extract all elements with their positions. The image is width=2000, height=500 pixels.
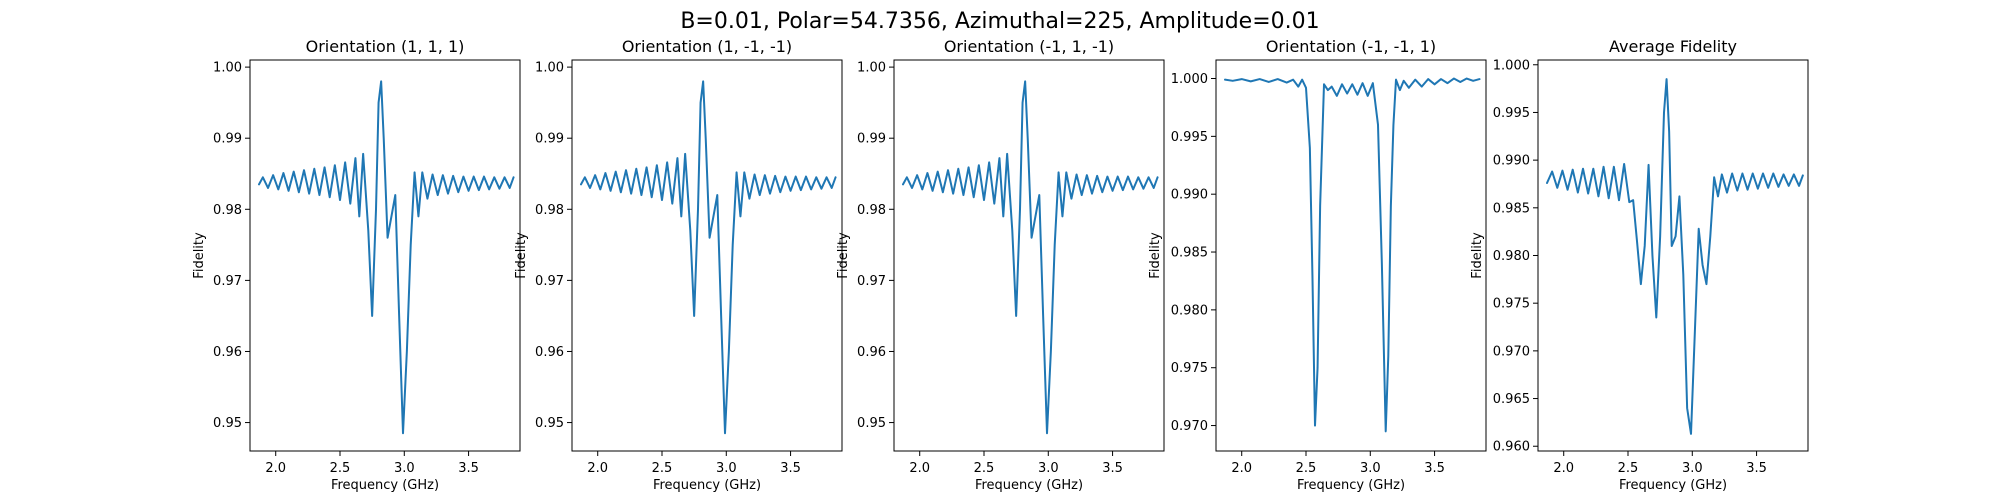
x-tick-label: 3.5 bbox=[1746, 461, 1767, 476]
x-tick-label: 2.5 bbox=[1296, 461, 1317, 476]
subplot-title: Orientation (-1, -1, 1) bbox=[1266, 37, 1436, 56]
x-tick-label: 2.0 bbox=[1553, 461, 1574, 476]
x-tick-label: 3.5 bbox=[1102, 461, 1123, 476]
subplot-title: Orientation (1, 1, 1) bbox=[306, 37, 465, 56]
fidelity-line bbox=[1546, 78, 1804, 435]
subplot-title: Orientation (1, -1, -1) bbox=[622, 37, 792, 56]
x-tick-label: 2.5 bbox=[652, 461, 673, 476]
axes-frame bbox=[1215, 59, 1487, 452]
y-tick-label: 0.965 bbox=[1493, 392, 1530, 407]
subplot-3: Orientation (-1, 1, -1) Frequency (GHz) … bbox=[836, 37, 1165, 493]
x-tick-label: 3.0 bbox=[1360, 461, 1381, 476]
y-tick-label: 0.975 bbox=[1171, 361, 1208, 376]
x-tick-label: 3.0 bbox=[1038, 461, 1059, 476]
x-tick-label: 2.0 bbox=[909, 461, 930, 476]
y-tick-label: 0.99 bbox=[213, 132, 242, 147]
y-tick-label: 1.00 bbox=[857, 61, 886, 76]
fidelity-line bbox=[258, 80, 515, 435]
x-axis-label: Frequency (GHz) bbox=[1297, 478, 1405, 493]
x-tick-label: 3.0 bbox=[716, 461, 737, 476]
x-tick-label: 2.0 bbox=[1231, 461, 1252, 476]
y-tick-label: 0.95 bbox=[857, 416, 886, 431]
y-axis-label: Fidelity bbox=[1148, 232, 1163, 279]
axes-frame bbox=[249, 59, 521, 452]
x-axis-label: Frequency (GHz) bbox=[653, 478, 761, 493]
axes-frame bbox=[571, 59, 843, 452]
y-tick-label: 0.990 bbox=[1493, 154, 1530, 169]
y-tick-label: 0.95 bbox=[213, 416, 242, 431]
subplot-1: Orientation (1, 1, 1) Frequency (GHz) Fi… bbox=[192, 37, 521, 493]
y-tick-label: 0.98 bbox=[535, 203, 564, 218]
y-tick-label: 1.00 bbox=[535, 61, 564, 76]
y-tick-label: 0.980 bbox=[1493, 249, 1530, 264]
y-tick-label: 0.97 bbox=[535, 274, 564, 289]
x-axis-label: Frequency (GHz) bbox=[1619, 478, 1727, 493]
x-tick-label: 2.0 bbox=[587, 461, 608, 476]
y-tick-label: 0.98 bbox=[213, 203, 242, 218]
x-tick-label: 2.5 bbox=[1618, 461, 1639, 476]
subplot-2: Orientation (1, -1, -1) Frequency (GHz) … bbox=[514, 37, 843, 493]
subplot-4: Orientation (-1, -1, 1) Frequency (GHz) … bbox=[1148, 37, 1487, 493]
y-tick-label: 0.995 bbox=[1493, 106, 1530, 121]
y-axis-label: Fidelity bbox=[1470, 232, 1485, 279]
fidelity-line bbox=[1224, 77, 1481, 433]
figure-suptitle: B=0.01, Polar=54.7356, Azimuthal=225, Am… bbox=[680, 9, 1319, 34]
subplot-title: Orientation (-1, 1, -1) bbox=[944, 37, 1114, 56]
y-tick-label: 0.97 bbox=[857, 274, 886, 289]
x-tick-label: 3.0 bbox=[1682, 461, 1703, 476]
x-axis-label: Frequency (GHz) bbox=[331, 478, 439, 493]
fidelity-line bbox=[902, 80, 1159, 435]
y-axis-label: Fidelity bbox=[836, 232, 851, 279]
x-tick-label: 2.0 bbox=[265, 461, 286, 476]
y-tick-label: 0.985 bbox=[1493, 201, 1530, 216]
x-tick-label: 3.5 bbox=[780, 461, 801, 476]
x-tick-label: 3.0 bbox=[394, 461, 415, 476]
y-tick-label: 0.95 bbox=[535, 416, 564, 431]
y-tick-label: 0.985 bbox=[1171, 246, 1208, 261]
y-tick-label: 0.98 bbox=[857, 203, 886, 218]
y-tick-label: 0.980 bbox=[1171, 303, 1208, 318]
y-tick-label: 0.960 bbox=[1493, 440, 1530, 455]
x-tick-label: 2.5 bbox=[330, 461, 351, 476]
subplot-5: Average Fidelity Frequency (GHz) Fidelit… bbox=[1470, 37, 1809, 493]
y-tick-label: 0.99 bbox=[535, 132, 564, 147]
y-tick-label: 0.970 bbox=[1171, 419, 1208, 434]
y-axis-label: Fidelity bbox=[192, 232, 207, 279]
fidelity-line bbox=[580, 80, 837, 435]
y-tick-label: 0.96 bbox=[535, 345, 564, 360]
y-tick-label: 1.000 bbox=[1171, 72, 1208, 87]
y-axis-label: Fidelity bbox=[514, 232, 529, 279]
x-tick-label: 2.5 bbox=[974, 461, 995, 476]
y-tick-label: 0.975 bbox=[1493, 297, 1530, 312]
y-tick-label: 1.00 bbox=[213, 61, 242, 76]
y-tick-label: 0.96 bbox=[213, 345, 242, 360]
y-tick-label: 1.000 bbox=[1493, 58, 1530, 73]
y-tick-label: 0.96 bbox=[857, 345, 886, 360]
subplot-title: Average Fidelity bbox=[1609, 37, 1737, 56]
y-tick-label: 0.995 bbox=[1171, 130, 1208, 145]
x-axis-label: Frequency (GHz) bbox=[975, 478, 1083, 493]
x-tick-label: 3.5 bbox=[458, 461, 479, 476]
y-tick-label: 0.970 bbox=[1493, 344, 1530, 359]
y-tick-label: 0.97 bbox=[213, 274, 242, 289]
x-tick-label: 3.5 bbox=[1424, 461, 1445, 476]
y-tick-label: 0.99 bbox=[857, 132, 886, 147]
axes-frame bbox=[893, 59, 1165, 452]
y-tick-label: 0.990 bbox=[1171, 188, 1208, 203]
